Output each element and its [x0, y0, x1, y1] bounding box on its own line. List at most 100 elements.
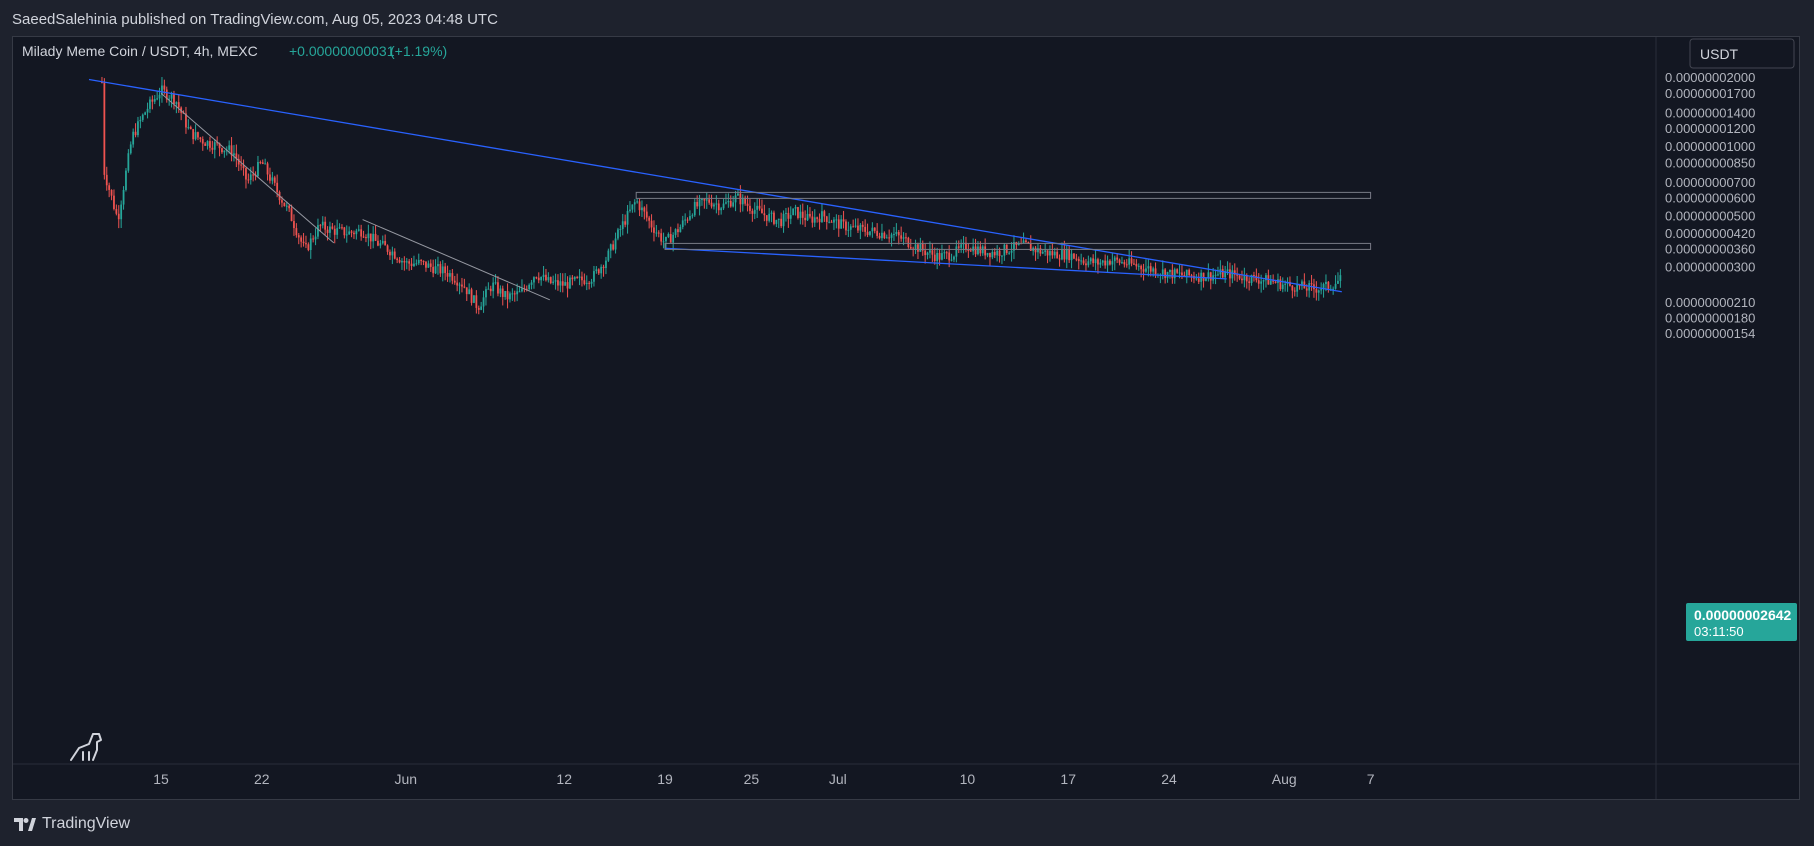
- candle-up: [1243, 275, 1246, 281]
- candle-down: [758, 205, 761, 209]
- candle-up: [1099, 262, 1102, 265]
- candle-down: [612, 244, 615, 250]
- candle-down: [837, 219, 840, 229]
- candle-up: [1087, 261, 1090, 266]
- candle-up: [120, 204, 123, 220]
- y-tick-label: 0.00000000420: [1665, 226, 1755, 241]
- y-tick-label: 0.00000001200: [1665, 121, 1755, 136]
- candle-down: [845, 221, 847, 231]
- price-axis[interactable]: 0.000000020000.000000017000.000000014000…: [1665, 70, 1755, 341]
- current-price: 0.00000002642: [1694, 607, 1792, 623]
- candle-down: [429, 263, 432, 267]
- gray-trendline[interactable]: [160, 92, 335, 244]
- candle-down: [1305, 288, 1308, 291]
- candle-down: [1315, 289, 1318, 293]
- candle-down: [989, 252, 991, 258]
- price-chart[interactable]: 0.000000020000.000000017000.000000014000…: [13, 37, 1799, 799]
- gray-trendline[interactable]: [362, 219, 550, 301]
- candle-down: [389, 251, 391, 256]
- candle-up: [590, 281, 593, 284]
- candle-up: [504, 291, 507, 297]
- candle-up: [434, 266, 437, 274]
- candle-down: [1082, 260, 1085, 264]
- candle-up: [1061, 249, 1063, 260]
- candle-up: [1301, 281, 1303, 287]
- candle-down: [393, 251, 396, 259]
- candle-down: [866, 231, 869, 235]
- y-tick-label: 0.00000001000: [1665, 139, 1755, 154]
- currency-button[interactable]: USDT: [1689, 38, 1795, 69]
- candle-up: [521, 288, 523, 292]
- candle-up: [449, 273, 451, 277]
- blue-trendline[interactable]: [88, 78, 1342, 293]
- candle-up: [139, 119, 142, 122]
- candle-up: [132, 131, 135, 145]
- candle-up: [1207, 272, 1210, 279]
- candle-down: [957, 246, 960, 248]
- candle-up: [427, 263, 430, 268]
- zone-rectangle[interactable]: [664, 242, 1372, 250]
- candle-up: [777, 218, 780, 220]
- candle-up: [1041, 251, 1044, 254]
- candle-up: [1173, 269, 1176, 279]
- candle-up: [1137, 265, 1140, 267]
- x-tick-label: 22: [254, 771, 270, 787]
- candle-up: [885, 237, 888, 239]
- candle-up: [1325, 281, 1327, 285]
- candle-down: [235, 153, 238, 159]
- symbol-legend[interactable]: Milady Meme Coin / USDT, 4h, MEXC: [22, 43, 258, 59]
- x-tick-label: 10: [960, 771, 976, 787]
- zone-rectangle[interactable]: [635, 191, 1372, 199]
- candle-up: [986, 252, 989, 256]
- candle-up: [127, 153, 130, 171]
- candle-down: [432, 266, 435, 274]
- candle-up: [1169, 269, 1171, 273]
- candle-up: [122, 189, 125, 205]
- candle-up: [1049, 251, 1051, 256]
- candle-up: [977, 246, 979, 255]
- candle-down: [422, 260, 425, 262]
- change-value: +0.00000000031: [289, 43, 395, 59]
- candle-down: [1034, 247, 1037, 253]
- candle-down: [451, 273, 454, 281]
- candle-down: [276, 182, 279, 192]
- candle-up: [955, 246, 958, 257]
- candle-down: [602, 266, 605, 269]
- candle-down: [197, 132, 199, 138]
- candle-down: [905, 237, 907, 239]
- candle-up: [674, 229, 677, 235]
- blue-trendline[interactable]: [664, 247, 1227, 280]
- candle-up: [355, 230, 358, 235]
- brand[interactable]: TradingView: [14, 815, 130, 833]
- candle-down: [645, 211, 648, 218]
- candle-up: [573, 277, 576, 280]
- candle-down: [1188, 269, 1191, 276]
- candle-down: [386, 245, 389, 252]
- candle-down: [163, 85, 166, 90]
- candle-up: [413, 263, 415, 267]
- candle-down: [1125, 264, 1128, 266]
- candle-down: [261, 162, 264, 164]
- candle-up: [1003, 244, 1006, 256]
- candle-up: [1317, 290, 1320, 293]
- candle-up: [835, 219, 838, 221]
- candle-down: [506, 291, 509, 300]
- candle-down: [825, 216, 828, 222]
- drawings-layer[interactable]: [88, 78, 1372, 301]
- candle-up: [1121, 262, 1123, 264]
- candle-down: [1289, 281, 1291, 286]
- candle-down: [410, 263, 413, 267]
- time-axis[interactable]: 15 22 Jun 12 19 25 Jul 10 17 24 Aug 7: [153, 771, 1374, 787]
- candle-up: [552, 281, 555, 284]
- candle-down: [273, 177, 276, 183]
- candle-down: [1068, 249, 1071, 261]
- candle-down: [501, 288, 504, 297]
- candle-down: [979, 246, 982, 254]
- candle-down: [1123, 262, 1126, 265]
- candle-up: [1106, 260, 1109, 266]
- candle-down: [710, 202, 713, 207]
- chart-frame[interactable]: 0.00000002000 0.00000001700 0.00000001400 0…: [12, 36, 1800, 800]
- candle-down: [290, 208, 293, 222]
- candle-down: [297, 235, 300, 238]
- candle-up: [1101, 260, 1104, 263]
